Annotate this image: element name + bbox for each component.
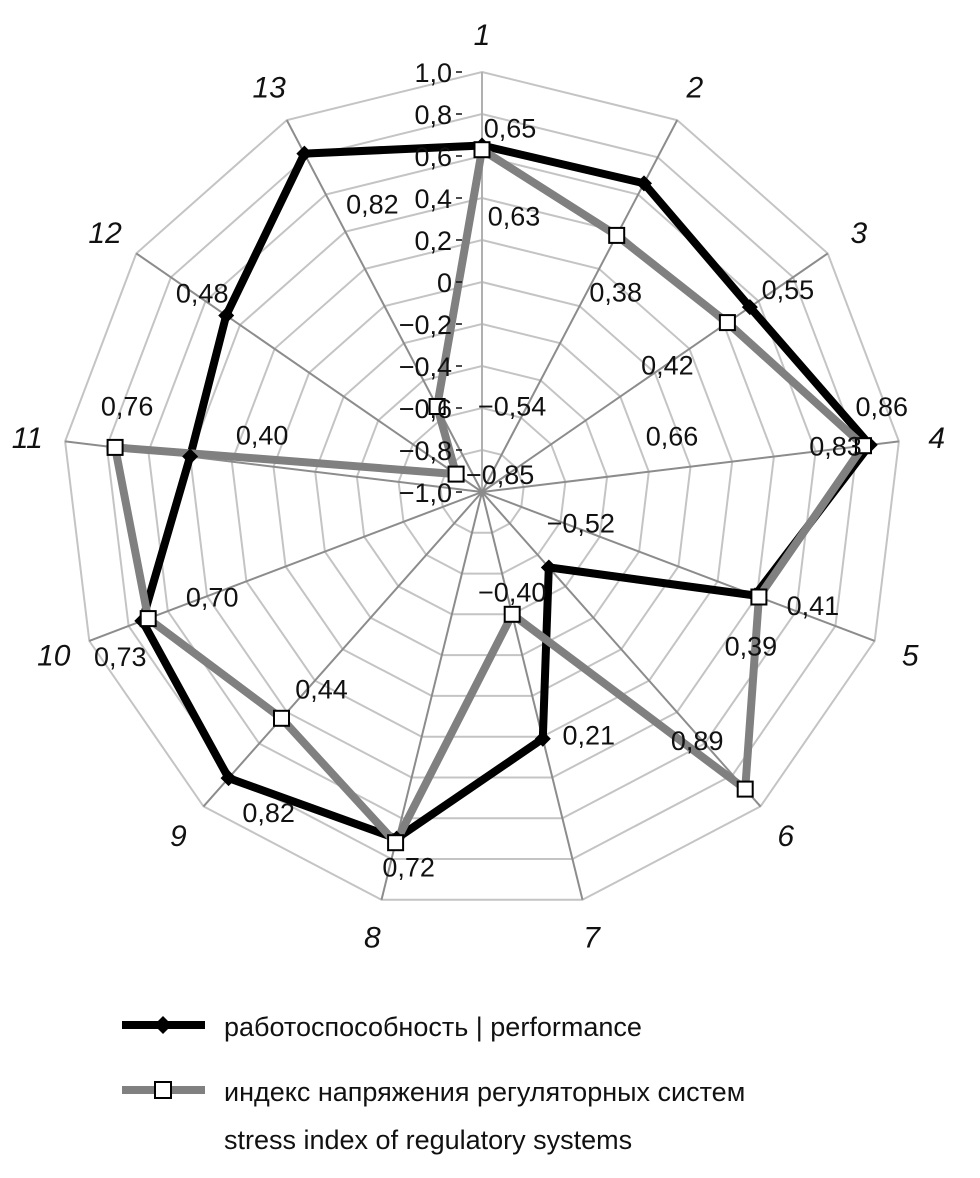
data-label: 0,44 (295, 674, 348, 704)
axis-label-11: 11 (12, 422, 43, 455)
axis-spoke (481, 252, 829, 493)
legend-label-stress-index-en: stress index of regulatory systems (224, 1125, 632, 1155)
data-point-performance (296, 145, 313, 162)
series-line-1 (111, 145, 868, 847)
axis-label-13: 13 (253, 72, 287, 105)
tick-label: 0,4 (414, 184, 452, 214)
tick-label: 0,6 (414, 142, 452, 172)
axis-label-12: 12 (88, 217, 122, 250)
data-label: 0,39 (725, 632, 778, 662)
legend-label-stress-index: индекс напряжения регуляторных систем (224, 1077, 745, 1107)
data-point-stress-index (428, 398, 446, 415)
data-label: 0,70 (186, 583, 239, 613)
data-point-stress-index (718, 314, 736, 332)
series-line-0 (138, 141, 874, 843)
data-label: 0,48 (176, 278, 229, 308)
axis-label-4: 4 (928, 422, 945, 455)
tick-label: −0,6 (399, 394, 452, 424)
axis-spoke (481, 491, 762, 808)
axis-spoke (481, 440, 900, 493)
data-point-stress-index (106, 438, 124, 456)
axis-spoke (135, 252, 483, 493)
data-label: 0,73 (94, 642, 147, 672)
data-label: 0,89 (671, 726, 724, 756)
axis-label-7: 7 (583, 922, 601, 955)
axis-spoke (481, 491, 876, 642)
label-layer: 1,00,80,60,40,20−0,2−0,4−0,6−0,8−1,01234… (12, 19, 945, 955)
legend: работоспособность | performance индекс н… (122, 1012, 745, 1155)
tick-label: −0,4 (399, 352, 452, 382)
axis-spoke (481, 491, 584, 901)
data-label: 0,66 (646, 421, 699, 451)
data-point-stress-index (608, 226, 626, 244)
data-point-stress-index (387, 834, 405, 852)
grid-ring (64, 70, 900, 901)
data-label: 0,82 (346, 190, 399, 220)
grid-ring (272, 280, 692, 697)
data-point-stress-index (503, 605, 521, 623)
data-point-stress-index (750, 588, 768, 606)
data-label: −0,54 (478, 392, 546, 422)
grid-ring (105, 112, 859, 860)
axis-label-8: 8 (364, 922, 381, 955)
data-point-stress-index (855, 437, 872, 455)
tick-label: 0 (437, 268, 452, 298)
data-label: 0,65 (484, 114, 537, 144)
data-label: 0,38 (589, 277, 642, 307)
axis-spoke (285, 119, 483, 493)
grid-ring (397, 406, 567, 575)
tick-label: −0,2 (399, 310, 452, 340)
data-label: 0,42 (641, 351, 694, 381)
legend-label-performance: работоспособность | performance (224, 1012, 642, 1042)
data-point-performance (218, 307, 235, 324)
axis-label-5: 5 (902, 639, 919, 672)
data-point-performance (540, 559, 557, 576)
data-label: 0,63 (488, 202, 541, 232)
data-label: 0,21 (563, 721, 616, 751)
data-point-stress-index (139, 610, 157, 628)
data-label: −0,85 (466, 460, 534, 490)
data-point-performance (182, 448, 199, 465)
series-layer (106, 137, 878, 852)
data-label: 0,82 (242, 798, 295, 828)
axis-label-9: 9 (170, 820, 187, 853)
data-point-performance (636, 175, 653, 192)
legend-marker-stress-index (154, 1081, 172, 1099)
tick-label: −0,8 (399, 436, 452, 466)
axis-label-10: 10 (37, 639, 71, 672)
axis-label-2: 2 (685, 72, 703, 105)
data-point-stress-index (447, 465, 465, 483)
data-label: 0,86 (856, 392, 909, 422)
grid-ring (355, 364, 609, 616)
axis-label-6: 6 (777, 820, 794, 853)
data-label: −0,52 (547, 508, 615, 538)
data-label: 0,40 (236, 421, 289, 451)
data-label: 0,41 (787, 591, 840, 621)
data-label: 0,76 (101, 391, 154, 421)
grid-ring (314, 322, 650, 657)
data-point-stress-index (273, 709, 290, 727)
tick-label: 0,2 (414, 226, 452, 256)
legend-marker-performance (154, 1016, 172, 1034)
axis-label-3: 3 (851, 217, 868, 250)
data-point-stress-index (736, 780, 754, 798)
data-label: 0,55 (762, 275, 815, 305)
data-point-stress-index (473, 141, 491, 159)
data-label: 0,72 (382, 853, 435, 883)
axis-spoke (202, 491, 483, 808)
data-point-performance (534, 730, 551, 747)
axis-label-1: 1 (474, 19, 491, 52)
tick-label: 0,8 (414, 100, 452, 130)
grid-layer (64, 70, 900, 901)
tick-label: 1,0 (414, 58, 452, 88)
tick-label: −1,0 (399, 478, 452, 508)
data-point-performance (741, 299, 758, 316)
data-label: 0,83 (809, 432, 862, 462)
data-point-performance (220, 770, 237, 787)
grid-ring (230, 238, 734, 738)
data-label: −0,40 (478, 577, 546, 607)
